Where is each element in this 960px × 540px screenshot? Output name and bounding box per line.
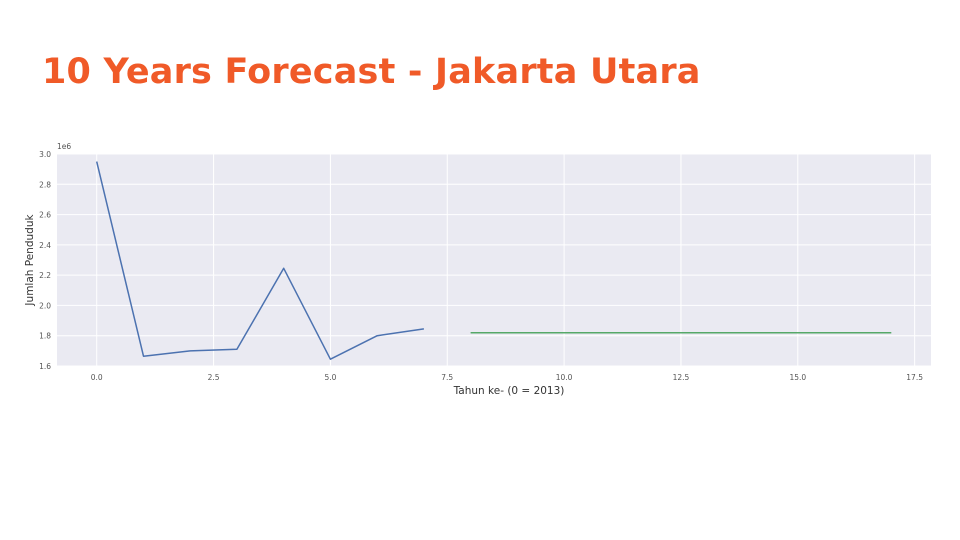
x-tick-label: 15.0 [789,373,806,382]
y-tick-label: 2.2 [39,271,51,280]
y-tick-label: 2.0 [39,301,51,310]
series-line-1 [95,161,425,360]
y-tick-label: 2.4 [39,241,51,250]
x-tick-label: 10.0 [556,373,573,382]
x-tick-label: 17.5 [906,373,923,382]
line-chart: 0.0 2.5 5.0 7.5 10.0 12.5 15.0 17.5 1.6 1.8 2.0 2.2… [24,142,931,397]
grid-lines [57,153,931,367]
tick-labels: 0.0 2.5 5.0 7.5 10.0 12.5 15.0 17.5 1.6 1.8 2.0 2.2… [39,150,923,382]
slide-title: 10 Years Forecast - Jakarta Utara [42,52,701,92]
chart-container: 0.0 2.5 5.0 7.5 10.0 12.5 15.0 17.5 1.6 1.8 2.0 2.2… [0,130,960,420]
series-lines [95,161,892,360]
x-tick-label: 7.5 [441,373,453,382]
y-tick-label: 1.6 [39,362,51,371]
x-tick-label: 2.5 [208,373,220,382]
x-tick-label: 0.0 [91,373,103,382]
y-axis-label: Jumlah Penduduk [24,214,36,307]
plot-background [57,154,931,366]
y-tick-label: 2.6 [39,211,51,220]
x-tick-label: 12.5 [673,373,690,382]
x-tick-label: 5.0 [324,373,336,382]
y-tick-label: 2.8 [39,180,51,189]
y-offset-label: 1e6 [57,142,71,151]
y-tick-label: 1.8 [39,332,51,341]
x-axis-label: Tahun ke- (0 = 2013) [453,385,565,397]
y-tick-label: 3.0 [39,150,51,159]
